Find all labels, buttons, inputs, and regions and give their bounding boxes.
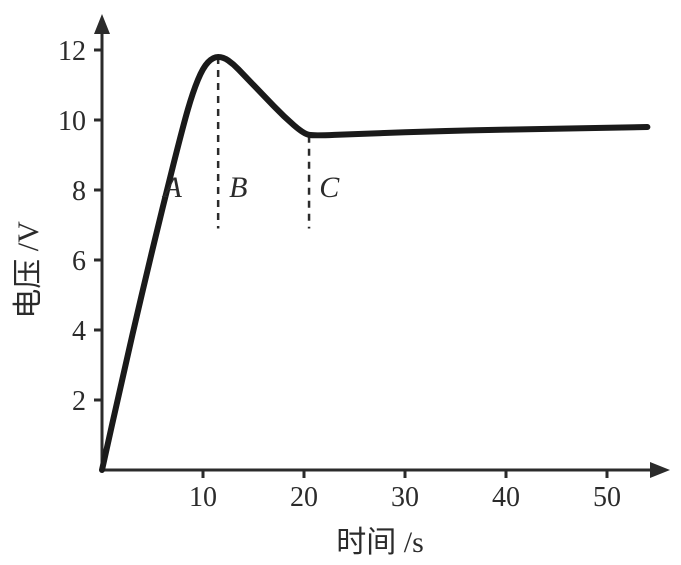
y-tick-label: 6 [72,246,86,277]
y-tick-label: 12 [58,36,86,67]
x-tick-label: 50 [593,482,621,513]
y-tick-label: 10 [58,106,86,137]
y-axis-arrow [94,14,110,34]
y-tick-label: 2 [72,386,86,417]
y-tick-label: 4 [72,316,86,347]
x-axis-arrow [650,462,670,478]
region-label: A [162,171,183,204]
chart-svg: 10 20 30 40 50 2 4 6 8 10 12 A B C 电压 /V 时间 /s [0,0,681,565]
x-tick-label: 30 [391,482,419,513]
x-axis-label: 时间 /s [336,526,424,559]
voltage-curve [102,57,647,470]
region-label: B [229,171,247,204]
region-label: C [319,171,340,204]
y-ticks-group: 2 4 6 8 10 12 [58,36,102,417]
region-labels-group: A B C [162,171,341,204]
x-tick-label: 10 [189,482,217,513]
y-axis-label: 电压 /V [12,221,45,319]
x-ticks-group: 10 20 30 40 50 [189,470,621,513]
x-tick-label: 20 [290,482,318,513]
voltage-time-chart: 10 20 30 40 50 2 4 6 8 10 12 A B C 电压 /V 时间 /s [0,0,681,565]
x-tick-label: 40 [492,482,520,513]
y-tick-label: 8 [72,176,86,207]
